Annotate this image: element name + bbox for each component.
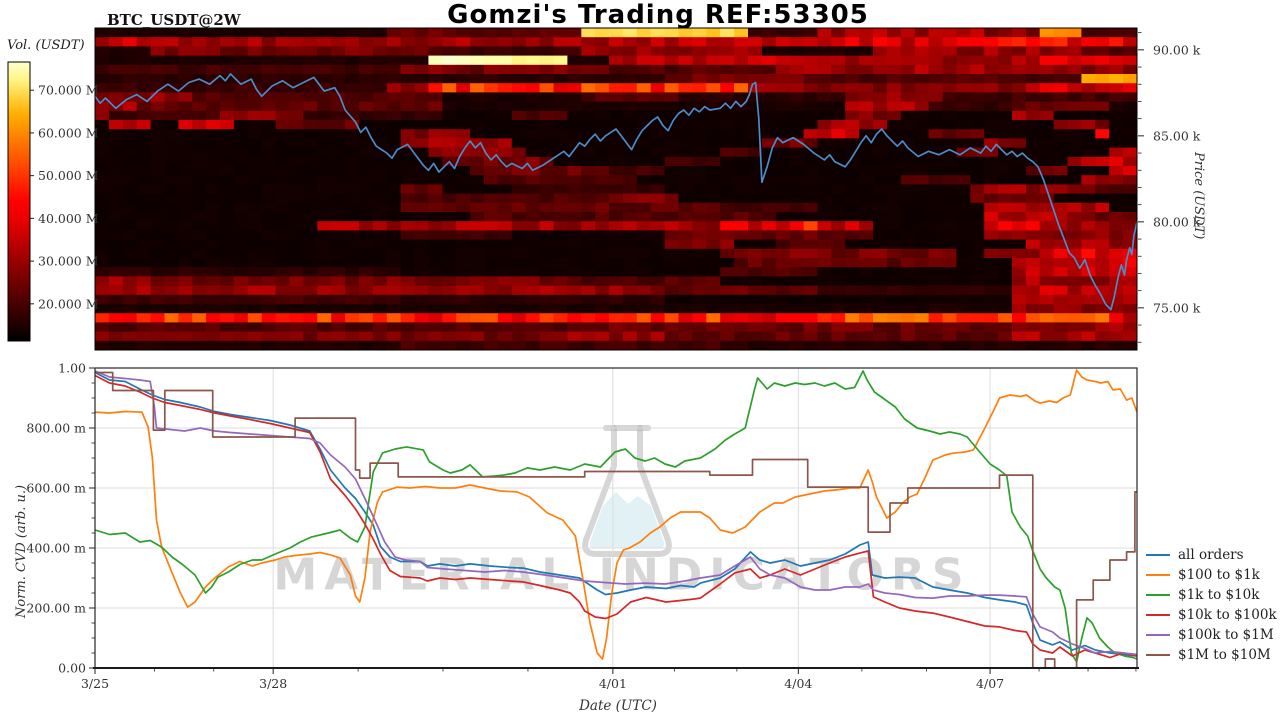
legend-label: $1M to $10M — [1178, 646, 1271, 663]
legend-swatch — [1146, 553, 1170, 556]
legend-label: $100 to $1k — [1178, 566, 1260, 583]
cvd-frame — [94, 367, 1138, 669]
colorbar-tick-label: 40.000 M — [38, 211, 99, 226]
price-tick-label: 85.00 k — [1153, 128, 1201, 143]
legend-swatch — [1146, 573, 1170, 576]
cvd-line-all-orders — [94, 371, 1138, 657]
legend-label: $1k to $10k — [1178, 586, 1260, 603]
price-tick-label: 90.00 k — [1153, 42, 1201, 57]
legend-item: $100 to $1k — [1146, 566, 1277, 583]
legend-item: $1k to $10k — [1146, 586, 1277, 603]
legend-item: $10k to $100k — [1146, 606, 1277, 623]
date-tick-label: 4/04 — [784, 676, 812, 691]
legend-item: $100k to $1M — [1146, 626, 1277, 643]
cvd-axis-label: Norm. CVD (arb. u.) — [14, 484, 29, 618]
colorbar-tick-label: 20.000 M — [38, 296, 99, 311]
legend-swatch — [1146, 633, 1170, 636]
legend-label: all orders — [1178, 546, 1244, 563]
price-tick-label: 80.00 k — [1153, 214, 1201, 229]
colorbar — [7, 61, 31, 342]
legend-item: all orders — [1146, 546, 1277, 563]
cvd-line--1m-to-10m — [95, 371, 1137, 669]
colorbar-tick-label: 70.000 M — [38, 83, 99, 98]
legend-label: $100k to $1M — [1178, 626, 1274, 643]
date-tick-label: 3/25 — [81, 676, 109, 691]
colorbar-tick-label: 30.000 M — [38, 254, 99, 269]
instrument-label: BTC_USDT@2W — [107, 11, 241, 29]
cvd-line--1k-to-10k — [94, 370, 1138, 663]
cvd-tick-label: 0.00 — [58, 661, 86, 676]
date-axis-label: Date (UTC) — [579, 698, 657, 714]
legend: all orders $100 to $1k $1k to $10k $10k to … — [1146, 546, 1277, 663]
cvd-line--10k-to-100k — [94, 374, 1138, 659]
date-tick-label: 4/07 — [976, 676, 1004, 691]
price-line — [94, 73, 1138, 311]
price-axis-label: Price (USDT) — [1191, 152, 1206, 240]
cvd-tick-label: 400.00 m — [26, 541, 86, 556]
cvd-line--100-to-1k — [94, 369, 1138, 660]
colorbar-tick-label: 60.000 M — [38, 125, 99, 140]
cvd-line--100k-to-1m — [94, 370, 1138, 656]
colorbar-label: Vol. (USDT) — [7, 38, 85, 53]
cvd-tick-label: 1.00 — [58, 361, 86, 376]
colorbar-tick-label: 50.000 M — [38, 168, 99, 183]
legend-swatch — [1146, 593, 1170, 596]
legend-swatch — [1146, 613, 1170, 616]
heatmap-frame — [94, 27, 1138, 351]
legend-label: $10k to $100k — [1178, 606, 1277, 623]
page-title: Gomzi's Trading REF:53305 — [447, 0, 869, 30]
date-tick-label: 4/01 — [599, 676, 627, 691]
date-tick-label: 3/28 — [259, 676, 287, 691]
cvd-tick-label: 600.00 m — [26, 481, 86, 496]
legend-swatch — [1146, 653, 1170, 656]
price-tick-label: 75.00 k — [1153, 300, 1201, 315]
cvd-tick-label: 200.00 m — [26, 601, 86, 616]
cvd-tick-label: 800.00 m — [26, 421, 86, 436]
legend-item: $1M to $10M — [1146, 646, 1277, 663]
